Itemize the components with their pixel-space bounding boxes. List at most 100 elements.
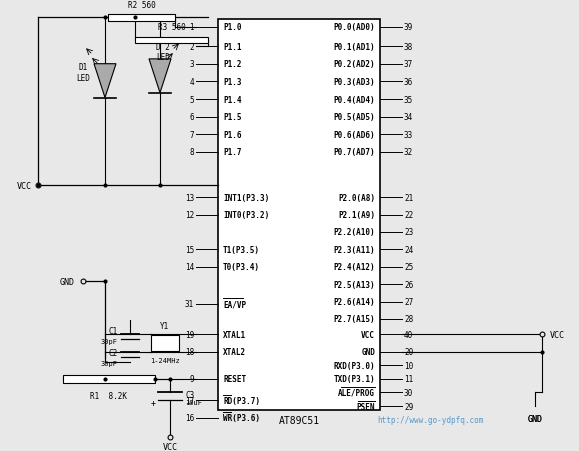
- Bar: [151, 336, 179, 351]
- Text: P0.1(AD1): P0.1(AD1): [334, 43, 375, 52]
- Text: WR(P3.6): WR(P3.6): [223, 413, 260, 422]
- Text: 25: 25: [404, 262, 413, 272]
- Text: LED: LED: [156, 53, 170, 62]
- Text: P1.6: P1.6: [223, 130, 241, 139]
- Text: 30: 30: [404, 388, 413, 397]
- Text: 33: 33: [404, 130, 413, 139]
- Text: RESET: RESET: [223, 375, 246, 384]
- Text: D1: D1: [78, 63, 87, 72]
- Text: P2.1(A9): P2.1(A9): [338, 211, 375, 220]
- Text: P1.7: P1.7: [223, 148, 241, 157]
- Text: TXD(P3.1): TXD(P3.1): [334, 375, 375, 384]
- Text: 28: 28: [404, 315, 413, 324]
- Text: C3: C3: [185, 390, 194, 399]
- Text: P1.5: P1.5: [223, 113, 241, 122]
- Text: P2.2(A10): P2.2(A10): [334, 228, 375, 237]
- Polygon shape: [94, 64, 116, 98]
- Text: 16: 16: [185, 413, 194, 422]
- Text: 17: 17: [185, 396, 194, 405]
- Text: RD(P3.7): RD(P3.7): [223, 396, 260, 405]
- Text: P1.0: P1.0: [223, 23, 241, 32]
- Bar: [63, 375, 155, 383]
- Text: R2 560: R2 560: [127, 0, 155, 9]
- Text: 32: 32: [404, 148, 413, 157]
- Bar: [135, 37, 208, 44]
- Text: R3 560: R3 560: [157, 23, 185, 32]
- Text: 30pF: 30pF: [101, 360, 118, 366]
- Text: P2.7(A15): P2.7(A15): [334, 315, 375, 324]
- Text: 23: 23: [404, 228, 413, 237]
- Text: VCC: VCC: [17, 182, 32, 191]
- Text: 15: 15: [185, 245, 194, 254]
- Text: P2.6(A14): P2.6(A14): [334, 297, 375, 306]
- Text: P0.7(AD7): P0.7(AD7): [334, 148, 375, 157]
- Text: P0.2(AD2): P0.2(AD2): [334, 60, 375, 69]
- Text: ALE/PROG: ALE/PROG: [338, 388, 375, 397]
- Text: 5: 5: [189, 96, 194, 105]
- Text: T1(P3.5): T1(P3.5): [223, 245, 260, 254]
- Text: T0(P3.4): T0(P3.4): [223, 262, 260, 272]
- Text: 36: 36: [404, 78, 413, 87]
- Text: RXD(P3.0): RXD(P3.0): [334, 361, 375, 370]
- Text: 38: 38: [404, 43, 413, 52]
- Text: 1-24MHz: 1-24MHz: [150, 357, 180, 363]
- Text: R1  8.2K: R1 8.2K: [90, 391, 127, 400]
- Text: 29: 29: [404, 402, 413, 410]
- Text: 9: 9: [189, 375, 194, 384]
- Text: +: +: [151, 398, 156, 407]
- Text: 1: 1: [189, 23, 194, 32]
- Text: 30pF: 30pF: [101, 339, 118, 345]
- Text: P2.3(A11): P2.3(A11): [334, 245, 375, 254]
- Text: 10uF: 10uF: [185, 399, 202, 405]
- Text: 24: 24: [404, 245, 413, 254]
- Text: GND: GND: [60, 277, 75, 286]
- Text: P1.4: P1.4: [223, 96, 241, 105]
- Text: 2: 2: [189, 43, 194, 52]
- Text: Y1: Y1: [160, 321, 170, 330]
- Text: P1.2: P1.2: [223, 60, 241, 69]
- Text: VCC: VCC: [361, 330, 375, 339]
- Text: P1.3: P1.3: [223, 78, 241, 87]
- Text: 10: 10: [404, 361, 413, 370]
- Text: C1: C1: [109, 327, 118, 336]
- Text: 14: 14: [185, 262, 194, 272]
- Text: 26: 26: [404, 280, 413, 289]
- Text: 12: 12: [185, 211, 194, 220]
- Text: XTAL1: XTAL1: [223, 330, 246, 339]
- Text: 31: 31: [185, 299, 194, 308]
- Text: 13: 13: [185, 193, 194, 202]
- Text: P1.1: P1.1: [223, 43, 241, 52]
- Text: P2.0(A8): P2.0(A8): [338, 193, 375, 202]
- Text: 18: 18: [185, 348, 194, 357]
- Text: 34: 34: [404, 113, 413, 122]
- Text: 35: 35: [404, 96, 413, 105]
- Text: 40: 40: [404, 330, 413, 339]
- Text: VCC: VCC: [550, 330, 565, 339]
- Text: 39: 39: [404, 23, 413, 32]
- Text: P2.4(A12): P2.4(A12): [334, 262, 375, 272]
- Text: LED: LED: [76, 74, 90, 83]
- Polygon shape: [149, 60, 171, 93]
- Bar: [218, 20, 380, 410]
- Text: XTAL2: XTAL2: [223, 348, 246, 357]
- Text: C2: C2: [109, 349, 118, 358]
- Text: 27: 27: [404, 297, 413, 306]
- Text: 6: 6: [189, 113, 194, 122]
- Text: AT89C51: AT89C51: [278, 414, 320, 425]
- Text: GND: GND: [527, 414, 543, 423]
- Text: 37: 37: [404, 60, 413, 69]
- Text: 21: 21: [404, 193, 413, 202]
- Text: P0.6(AD6): P0.6(AD6): [334, 130, 375, 139]
- Text: P2.5(A13): P2.5(A13): [334, 280, 375, 289]
- Text: EA/VP: EA/VP: [223, 299, 246, 308]
- Text: GND: GND: [361, 348, 375, 357]
- Text: 8: 8: [189, 148, 194, 157]
- Text: P0.3(AD3): P0.3(AD3): [334, 78, 375, 87]
- Text: 19: 19: [185, 330, 194, 339]
- Text: 20: 20: [404, 348, 413, 357]
- Text: D 2: D 2: [156, 43, 170, 52]
- Text: VCC: VCC: [163, 442, 178, 451]
- Text: 22: 22: [404, 211, 413, 220]
- Text: INT1(P3.3): INT1(P3.3): [223, 193, 269, 202]
- Text: P0.4(AD4): P0.4(AD4): [334, 96, 375, 105]
